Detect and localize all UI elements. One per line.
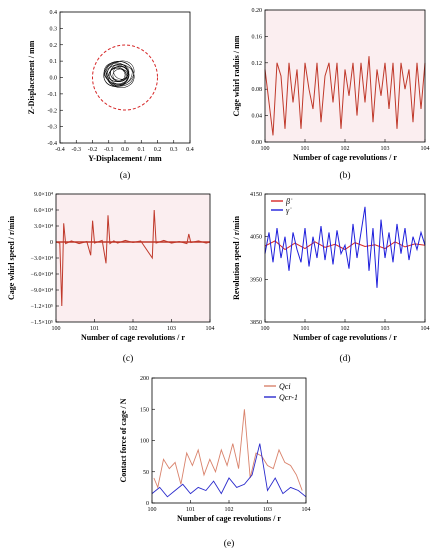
panel-caption: (e) bbox=[224, 538, 235, 549]
y-tick-label: 0.00 bbox=[252, 140, 263, 146]
y-tick-label: 6.0×10⁴ bbox=[34, 208, 53, 214]
x-tick-label: 104 bbox=[421, 146, 430, 152]
y-tick-label: -0.4 bbox=[48, 141, 58, 147]
series-line-0 bbox=[264, 56, 426, 136]
y-tick-label: 50 bbox=[143, 470, 149, 476]
plot-background bbox=[56, 194, 210, 322]
y-tick-label: 0.20 bbox=[252, 8, 263, 14]
y-tick-label: −3.0×10⁴ bbox=[31, 256, 53, 262]
plot-frame bbox=[264, 193, 426, 323]
x-tick-label: 104 bbox=[206, 326, 215, 332]
x-axis-label: Number of cage revolutions / r bbox=[81, 333, 185, 342]
x-tick-label: 101 bbox=[301, 146, 310, 152]
y-axis-label: Cage whirl speed / r/min bbox=[7, 215, 16, 300]
y-tick-label: 0.16 bbox=[252, 34, 263, 40]
x-tick-label: 102 bbox=[129, 326, 138, 332]
plot-frame bbox=[55, 193, 211, 323]
orbit-trace bbox=[110, 66, 127, 82]
y-axis-label: Cage whirl raduis / mm bbox=[232, 35, 241, 116]
panel-caption: (a) bbox=[120, 170, 131, 181]
y-tick-label: 0.2 bbox=[50, 43, 58, 49]
y-tick-label: 0.08 bbox=[252, 87, 263, 93]
x-tick-label: 101 bbox=[90, 326, 99, 332]
orbit-trace bbox=[104, 61, 134, 87]
x-tick-label: 100 bbox=[261, 326, 270, 332]
y-tick-label: 4150 bbox=[250, 192, 262, 198]
x-tick-label: 104 bbox=[421, 326, 430, 332]
y-tick-label: 150 bbox=[140, 407, 149, 413]
panel-caption: (b) bbox=[339, 170, 350, 181]
series-line-1 bbox=[264, 206, 426, 288]
x-tick-label: 104 bbox=[302, 507, 311, 513]
y-tick-label: −6.0×10⁴ bbox=[31, 272, 53, 278]
x-tick-label: 100 bbox=[261, 146, 270, 152]
y-tick-label: 100 bbox=[140, 439, 149, 445]
orbit-trace bbox=[113, 65, 129, 80]
y-tick-label: 4050 bbox=[250, 235, 262, 241]
x-tick-label: 100 bbox=[52, 326, 61, 332]
y-tick-label: 3950 bbox=[250, 277, 262, 283]
y-tick-label: 3850 bbox=[250, 320, 262, 326]
y-axis-label: Contact force of cage / N bbox=[119, 398, 128, 482]
x-tick-label: 0.4 bbox=[186, 147, 194, 153]
x-axis-label: Number of cage revolutions / r bbox=[293, 153, 397, 162]
x-tick-label: 101 bbox=[186, 507, 195, 513]
x-tick-label: 103 bbox=[381, 326, 390, 332]
x-tick-label: 103 bbox=[263, 507, 272, 513]
plot-frame bbox=[151, 377, 307, 504]
legend-label: γ̇ bbox=[286, 206, 292, 215]
orbit-trace bbox=[108, 67, 128, 85]
x-tick-label: 103 bbox=[381, 146, 390, 152]
x-tick-label: 0.2 bbox=[154, 147, 162, 153]
x-tick-label: -0.1 bbox=[104, 147, 114, 153]
y-tick-label: −1.5×10⁵ bbox=[31, 320, 53, 326]
x-tick-label: 102 bbox=[225, 507, 234, 513]
y-tick-label: −1.2×10⁵ bbox=[31, 304, 53, 310]
x-tick-label: 0.1 bbox=[138, 147, 146, 153]
y-tick-label: −9.0×10⁴ bbox=[31, 288, 53, 294]
y-tick-label: 3.0×10⁴ bbox=[34, 224, 53, 230]
x-tick-label: 101 bbox=[301, 326, 310, 332]
x-tick-label: -0.2 bbox=[88, 147, 98, 153]
legend-label: Qcr-1 bbox=[279, 393, 298, 402]
y-tick-label: 200 bbox=[140, 376, 149, 382]
y-tick-label: 9.0×10⁴ bbox=[34, 192, 53, 198]
y-axis-label: Z-Displacement / mm bbox=[27, 40, 36, 114]
y-tick-label: 0.0 bbox=[50, 76, 58, 82]
x-axis-label: Y-Displacement / mm bbox=[88, 154, 162, 163]
y-tick-label: -0.3 bbox=[48, 125, 58, 131]
x-tick-label: -0.4 bbox=[55, 147, 65, 153]
x-tick-label: 0.0 bbox=[121, 147, 129, 153]
x-tick-label: -0.3 bbox=[72, 147, 82, 153]
y-tick-label: 0.12 bbox=[252, 61, 263, 67]
series-line-1 bbox=[151, 443, 307, 498]
x-tick-label: 100 bbox=[148, 507, 157, 513]
y-tick-label: 0.1 bbox=[50, 59, 58, 65]
plot-frame bbox=[59, 11, 191, 144]
panel-caption: (c) bbox=[123, 353, 134, 364]
orbit-trace bbox=[105, 62, 129, 82]
panel-caption: (d) bbox=[339, 353, 350, 364]
y-tick-label: 0.04 bbox=[252, 114, 263, 120]
plot-frame bbox=[264, 9, 426, 143]
x-tick-label: 103 bbox=[167, 326, 176, 332]
y-axis-label: Revolution speed / r/min bbox=[232, 216, 241, 300]
clearance-circle bbox=[92, 44, 158, 111]
y-tick-label: 0.4 bbox=[50, 10, 58, 16]
x-tick-label: 0.3 bbox=[170, 147, 178, 153]
x-axis-label: Number of cage revolutions / r bbox=[293, 333, 397, 342]
legend-label: Qci bbox=[279, 382, 291, 391]
x-tick-label: 102 bbox=[341, 326, 350, 332]
y-tick-label: 0 bbox=[50, 240, 53, 246]
x-tick-label: 102 bbox=[341, 146, 350, 152]
y-tick-label: 0.3 bbox=[50, 26, 58, 32]
legend-label: β̇ bbox=[285, 197, 293, 206]
y-tick-label: 0 bbox=[146, 501, 149, 507]
y-tick-label: -0.1 bbox=[48, 92, 58, 98]
orbit-trace bbox=[103, 62, 129, 85]
x-axis-label: Number of cage revolutions / r bbox=[177, 514, 281, 523]
series-line-0 bbox=[153, 409, 303, 491]
y-tick-label: -0.2 bbox=[48, 108, 58, 114]
